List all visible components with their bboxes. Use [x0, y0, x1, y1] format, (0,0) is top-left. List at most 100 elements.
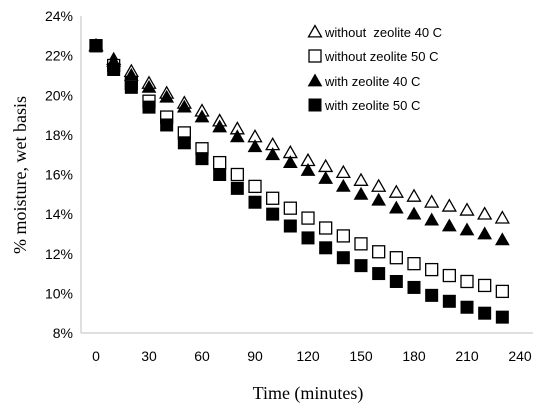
data-point — [460, 274, 474, 289]
data-point — [141, 79, 157, 93]
data-point — [194, 109, 210, 123]
data-point — [283, 219, 297, 233]
data-point — [442, 268, 456, 283]
data-point — [229, 129, 245, 143]
data-point — [494, 232, 510, 246]
y-tick-label: 8% — [53, 325, 73, 341]
legend-item: with zeolite 40 C — [307, 73, 420, 89]
data-point — [301, 211, 315, 225]
x-tick-label: 60 — [194, 348, 210, 364]
data-point — [441, 198, 457, 212]
legend-label: without zeolite 40 C — [324, 25, 442, 40]
data-point — [319, 221, 333, 235]
legend-item: without zeolite 50 C — [308, 49, 438, 64]
data-point — [442, 294, 456, 308]
data-point — [248, 179, 262, 194]
data-point — [353, 186, 369, 200]
data-point — [266, 191, 280, 205]
series-4 — [89, 39, 509, 324]
data-points — [88, 37, 510, 324]
data-point — [372, 245, 386, 259]
series-3 — [88, 38, 510, 246]
data-point — [213, 155, 227, 170]
data-point — [389, 274, 403, 288]
data-point — [336, 251, 350, 265]
data-point — [177, 136, 191, 150]
data-point — [478, 278, 492, 293]
data-point — [424, 212, 440, 226]
legend-item: with zeolite 50 C — [308, 98, 420, 113]
x-tick-label: 30 — [141, 348, 157, 364]
data-point — [425, 288, 439, 302]
data-point — [459, 202, 475, 216]
data-point — [319, 241, 333, 255]
data-point — [459, 222, 475, 236]
y-tick-label: 22% — [45, 48, 73, 64]
y-tick-label: 20% — [45, 87, 73, 103]
legend-marker — [308, 49, 322, 63]
x-tick-label: 0 — [92, 348, 100, 364]
data-point — [123, 67, 139, 81]
data-point — [425, 262, 439, 277]
data-point — [371, 178, 387, 192]
x-tick-label: 210 — [455, 348, 479, 364]
data-point — [89, 39, 103, 53]
data-point — [477, 206, 493, 220]
data-point — [495, 284, 509, 299]
data-point — [265, 147, 281, 161]
data-point — [176, 99, 192, 113]
data-point — [107, 62, 121, 76]
data-point — [388, 200, 404, 214]
data-point — [301, 231, 315, 245]
series-1 — [88, 37, 510, 224]
data-point — [230, 167, 244, 182]
data-point — [388, 184, 404, 198]
data-point — [424, 194, 440, 208]
legend-marker — [307, 73, 323, 87]
data-point — [354, 237, 368, 251]
data-point — [160, 118, 174, 132]
data-point — [124, 80, 138, 94]
data-point — [495, 310, 509, 324]
data-point — [460, 300, 474, 314]
x-tick-label: 90 — [247, 348, 263, 364]
data-point — [212, 119, 228, 133]
data-point — [478, 306, 492, 320]
data-point — [406, 206, 422, 220]
data-point — [142, 100, 156, 114]
data-point — [247, 139, 263, 153]
x-tick-label: 180 — [402, 348, 426, 364]
data-point — [354, 259, 368, 273]
legend-marker — [307, 24, 323, 38]
series-2 — [89, 39, 509, 299]
data-point — [230, 181, 244, 195]
data-point — [159, 89, 175, 103]
data-point — [407, 257, 421, 271]
y-tick-label: 18% — [45, 127, 73, 143]
y-tick-label: 16% — [45, 167, 73, 183]
y-tick-label: 24% — [45, 8, 73, 24]
data-point — [477, 226, 493, 240]
legend-item: without zeolite 40 C — [307, 24, 442, 40]
data-point — [195, 152, 209, 166]
data-point — [300, 163, 316, 176]
data-point — [213, 168, 227, 181]
y-tick-label: 14% — [45, 206, 73, 222]
data-point — [266, 207, 280, 221]
data-point — [441, 218, 457, 232]
legend: without zeolite 40 C without zeolite 50 C… — [307, 24, 442, 113]
y-tick-label: 12% — [45, 246, 73, 262]
x-tick-label: 240 — [508, 348, 532, 364]
legend-label: without zeolite 50 C — [324, 49, 438, 64]
data-point — [407, 280, 421, 294]
axes — [80, 16, 533, 334]
data-point — [372, 267, 386, 281]
legend-label: with zeolite 40 C — [324, 74, 420, 89]
data-point — [494, 210, 510, 224]
data-point — [248, 195, 262, 209]
x-tick-labels: 0 30 60 90 120 150 180 210 240 — [92, 348, 532, 364]
y-tick-labels: 8% 10% 12% 14% 16% 18% 20% 22% 24% — [45, 8, 73, 341]
x-tick-label: 120 — [296, 348, 320, 364]
y-tick-label: 10% — [45, 285, 73, 301]
y-axis-title: % moisture, wet basis — [10, 96, 30, 254]
